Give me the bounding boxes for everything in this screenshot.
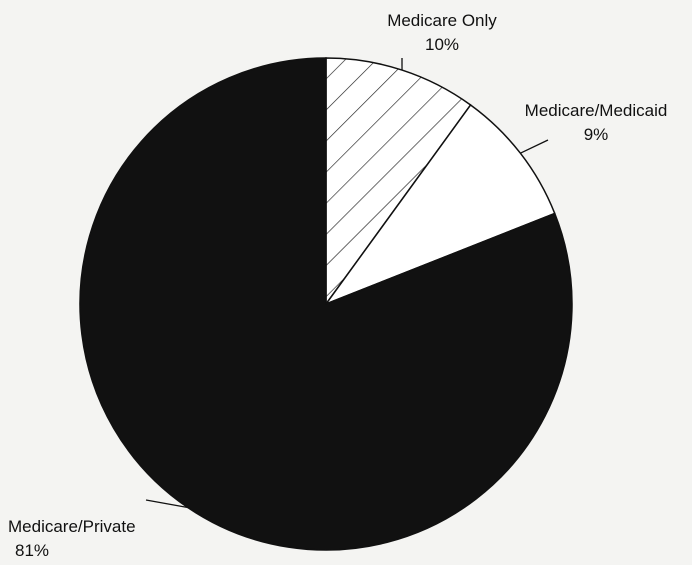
leader-line-medicare-private (145, 499, 188, 509)
slice-value-medicare-only: 10% (425, 35, 459, 54)
slice-label-medicare-medicaid: Medicare/Medicaid (525, 101, 668, 120)
pie-slice-medicare-medicaid (323, 103, 556, 306)
slice-label-medicare-only: Medicare Only (387, 11, 497, 30)
pie-slice-medicare-private (79, 57, 573, 551)
slice-value-medicare-medicaid: 9% (584, 125, 609, 144)
slice-value-medicare-private: 81% (15, 541, 49, 560)
slice-label-medicare-private: Medicare/Private (8, 517, 136, 536)
leader-line-medicare-medicaid (520, 139, 549, 154)
